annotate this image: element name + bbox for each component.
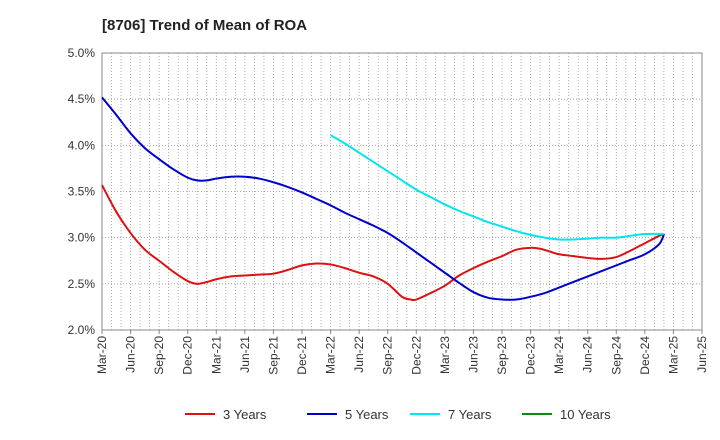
y-tick-label: 2.0%	[68, 323, 96, 337]
legend-label: 5 Years	[345, 407, 389, 422]
series-line-3-years	[101, 184, 665, 302]
y-tick-label: 2.5%	[68, 277, 96, 291]
legend-label: 10 Years	[560, 407, 611, 422]
x-tick-label: Mar-20	[95, 336, 109, 374]
y-tick-label: 4.5%	[68, 92, 96, 106]
x-axis: Mar-20 Jun-20 Sep-20 Dec-20 Mar-21 Jun-21 Sep-…	[95, 330, 709, 375]
y-tick-label: 4.0%	[68, 138, 96, 152]
x-tick-label: Dec-24	[638, 336, 652, 375]
series-line-5-years	[101, 96, 665, 301]
x-tick-label: Jun-22	[352, 336, 366, 373]
x-tick-label: Sep-22	[381, 336, 395, 375]
grid-lines	[102, 53, 702, 330]
x-tick-label: Jun-23	[466, 336, 480, 373]
plot-frame	[101, 52, 703, 331]
x-tick-label: Dec-23	[524, 336, 538, 375]
x-tick-label: Jun-20	[124, 336, 138, 373]
legend-label: 7 Years	[448, 407, 492, 422]
x-tick-label: Dec-22	[409, 336, 423, 375]
y-tick-label: 3.5%	[68, 185, 96, 199]
series-line-7-years	[330, 134, 665, 241]
x-tick-label: Mar-23	[438, 336, 452, 374]
legend: 3 Years 5 Years 7 Years 10 Years	[185, 407, 611, 422]
y-axis: 2.0% 2.5% 3.0% 3.5% 4.0% 4.5% 5.0%	[68, 46, 96, 337]
series-lines	[101, 96, 665, 302]
chart-title: [8706] Trend of Mean of ROA	[102, 17, 307, 34]
y-tick-label: 3.0%	[68, 231, 96, 245]
x-tick-label: Jun-24	[581, 336, 595, 373]
x-tick-label: Dec-20	[181, 336, 195, 375]
x-tick-label: Mar-24	[552, 336, 566, 374]
x-tick-label: Mar-25	[666, 336, 680, 374]
x-tick-label: Jun-25	[695, 336, 709, 373]
x-tick-label: Dec-21	[295, 336, 309, 375]
x-tick-label: Sep-24	[609, 336, 623, 375]
x-tick-label: Sep-23	[495, 336, 509, 375]
y-tick-label: 5.0%	[68, 46, 96, 60]
legend-label: 3 Years	[223, 407, 267, 422]
x-tick-label: Jun-21	[238, 336, 252, 373]
x-tick-label: Mar-21	[209, 336, 223, 374]
x-tick-label: Sep-21	[266, 336, 280, 375]
x-tick-label: Sep-20	[152, 336, 166, 375]
x-tick-label: Mar-22	[324, 336, 338, 374]
